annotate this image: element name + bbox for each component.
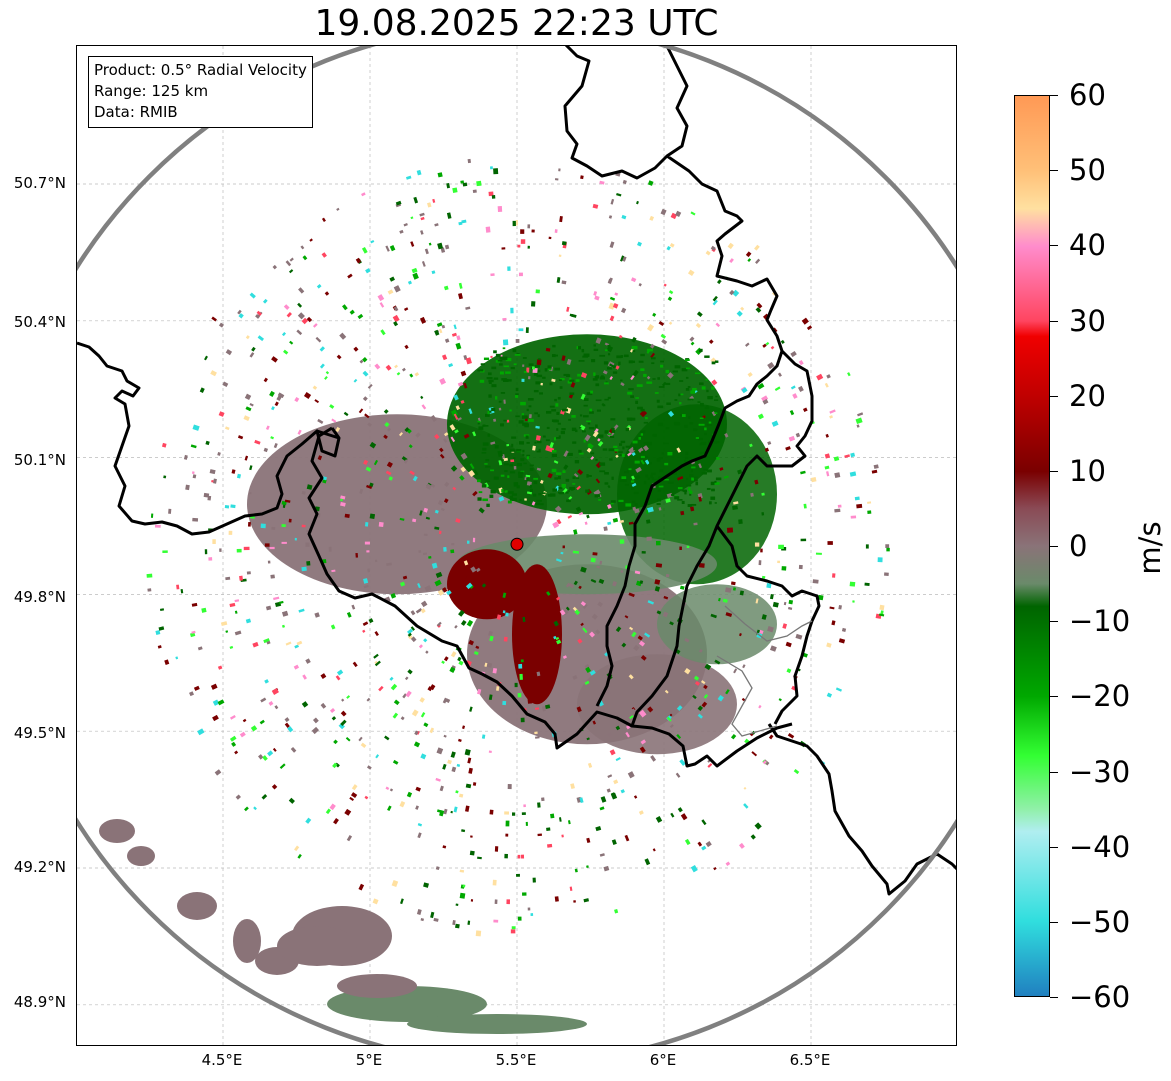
y-tick-label: 50.4°N: [13, 313, 66, 331]
border-germany-east: [563, 46, 956, 896]
colorbar-tick-mark: [1050, 997, 1058, 998]
colorbar-tick-label: −60: [1069, 980, 1131, 1014]
y-tick-label: 50.7°N: [13, 174, 66, 192]
colorbar-unit-label: m/s: [1133, 521, 1167, 575]
x-tick-label: 5°E: [355, 1051, 383, 1069]
border-luxembourg: [307, 426, 793, 768]
colorbar-tick-label: 50: [1069, 153, 1106, 188]
colorbar-tick-label: 0: [1069, 529, 1088, 563]
colorbar-tick-label: 60: [1069, 78, 1106, 112]
colorbar-tick-mark: [1050, 696, 1058, 698]
colorbar-tick-label: −20: [1069, 679, 1131, 714]
colorbar-tick-mark: [1050, 320, 1058, 322]
country-borders: [77, 46, 956, 896]
x-tick-label: 4.5°E: [201, 1051, 243, 1069]
colorbar-tick-mark: [1050, 546, 1058, 547]
info-range: Range: 125 km: [94, 82, 209, 100]
colorbar-tick-mark: [1050, 921, 1058, 923]
radar-site-marker: [510, 537, 524, 551]
colorbar-tick-label: 10: [1069, 453, 1106, 488]
x-tick-label: 5.5°E: [495, 1051, 537, 1069]
province-borders: [716, 605, 813, 737]
colorbar-tick-label: −30: [1069, 754, 1131, 789]
y-tick-label: 49.2°N: [13, 858, 66, 876]
colorbar-tick-mark: [1050, 170, 1058, 172]
radar-echoes: [99, 158, 890, 1034]
x-tick-label: 6°E: [649, 1051, 677, 1069]
colorbar-tick-label: −10: [1069, 604, 1131, 639]
colorbar-tick-label: −50: [1069, 904, 1131, 939]
radar-map[interactable]: [76, 45, 957, 1046]
colorbar-tick-mark: [1050, 621, 1058, 623]
colorbar-tick-mark: [1050, 95, 1058, 96]
info-product: Product: 0.5° Radial Velocity: [94, 61, 307, 79]
y-tick-label: 49.5°N: [13, 724, 66, 742]
y-tick-label: 50.1°N: [13, 451, 66, 469]
colorbar-tick-mark: [1050, 245, 1058, 247]
product-info-box: Product: 0.5° Radial Velocity Range: 125…: [88, 56, 313, 128]
y-tick-label: 49.8°N: [13, 588, 66, 606]
colorbar-tick-mark: [1050, 846, 1058, 848]
colorbar-tick-label: 30: [1069, 303, 1106, 338]
colorbar-tick-mark: [1050, 771, 1058, 773]
colorbar-tick-label: 20: [1069, 378, 1106, 413]
colorbar-tick-mark: [1050, 470, 1058, 472]
colorbar-tick-mark: [1050, 395, 1058, 397]
colorbar-tick-label: 40: [1069, 228, 1106, 263]
y-tick-label: 48.9°N: [13, 993, 66, 1011]
info-data-source: Data: RMIB: [94, 103, 178, 121]
colorbar: [1014, 95, 1050, 997]
colorbar-tick-label: −40: [1069, 829, 1131, 864]
chart-title: 19.08.2025 22:23 UTC: [314, 3, 719, 44]
x-tick-label: 6.5°E: [789, 1051, 831, 1069]
border-belgium-north: [77, 341, 341, 536]
radar-map-canvas: [77, 46, 956, 1045]
